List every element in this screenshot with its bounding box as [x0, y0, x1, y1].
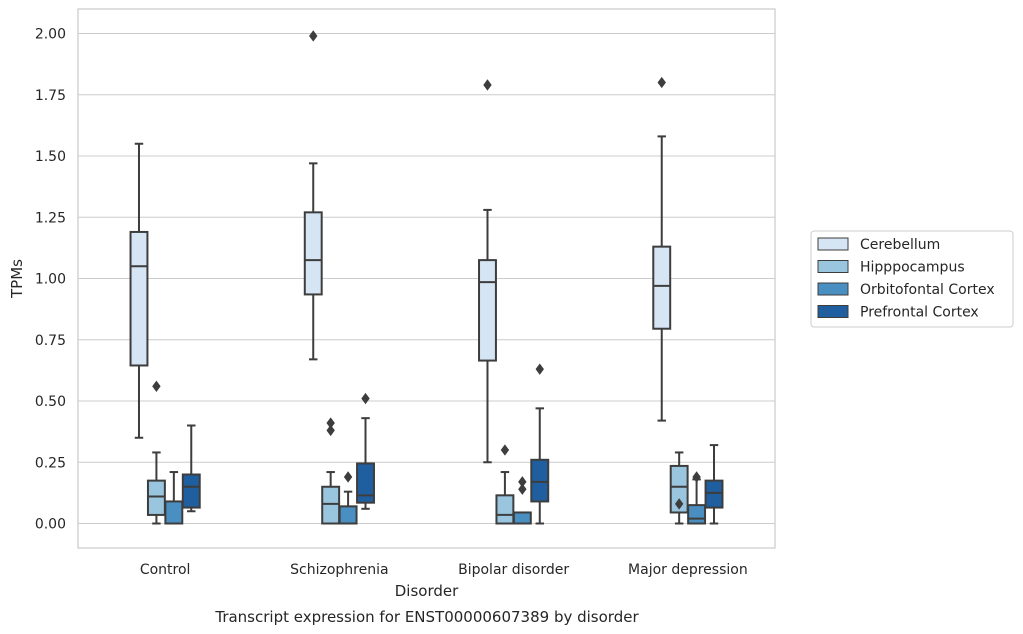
iqr-box: [321, 485, 341, 525]
box-orbitofontal-cortex: [338, 471, 358, 525]
box-orbitofontal-cortex: [687, 471, 707, 525]
y-tick-label: 2.00: [35, 27, 66, 43]
outlier-point: [657, 76, 666, 89]
box-cerebellum: [478, 79, 497, 464]
box-hipppocampus: [321, 417, 341, 525]
axes-frame: [77, 8, 776, 549]
gridlines: [78, 32, 775, 525]
iqr-box: [181, 473, 201, 509]
y-tick-label: 1.00: [35, 272, 66, 288]
legend: Cerebellum Hipppocampus Orbitofontal Corte…: [810, 230, 1014, 328]
box-hipppocampus: [669, 451, 689, 525]
iqr-box: [129, 230, 149, 367]
legend-label: Orbitofontal Cortex: [860, 282, 995, 298]
y-axis-title: TPMs: [8, 259, 26, 299]
box-orbitofontal-cortex: [512, 476, 532, 525]
iqr-box: [478, 259, 497, 362]
legend-swatch: [817, 237, 849, 251]
outlier-point: [326, 424, 335, 437]
box-cerebellum: [303, 30, 323, 361]
iqr-box: [164, 500, 184, 525]
y-tick-label: 0.00: [35, 517, 66, 533]
iqr-box: [669, 464, 689, 514]
y-tick-label: 0.75: [35, 333, 66, 349]
box-cerebellum: [652, 76, 672, 422]
iqr-box: [530, 458, 550, 503]
outlier-point: [535, 363, 544, 375]
x-axis-title: Disorder: [395, 582, 459, 600]
y-axis-ticks: 0.00 0.25 0.50 0.75 1.00 1.25 1.50 1.75 2.00: [35, 27, 66, 533]
x-tick-label: Schizophrenia: [290, 562, 388, 578]
legend-items: Cerebellum Hipppocampus Orbitofontal Corte…: [817, 237, 995, 321]
iqr-box: [512, 511, 532, 525]
outlier-point: [361, 392, 370, 405]
iqr-box: [356, 462, 375, 504]
legend-label: Hipppocampus: [860, 260, 965, 276]
x-tick-label: Bipolar disorder: [458, 562, 569, 578]
outlier-point: [309, 30, 318, 42]
box-prefrontal-cortex: [181, 424, 201, 513]
box-cerebellum: [129, 142, 149, 439]
iqr-box: [495, 494, 515, 525]
outlier-point: [692, 471, 701, 483]
chart-caption: Transcript expression for ENST0000060738…: [214, 608, 639, 626]
iqr-box: [303, 211, 323, 296]
y-tick-label: 1.50: [35, 149, 66, 165]
box-prefrontal-cortex: [530, 363, 550, 525]
y-tick-label: 0.50: [35, 394, 66, 410]
iqr-box: [146, 479, 166, 516]
box-prefrontal-cortex: [356, 392, 375, 510]
box-hipppocampus: [146, 380, 166, 525]
outlier-point: [326, 417, 335, 429]
outlier-point: [518, 483, 527, 495]
outlier-point: [674, 498, 684, 510]
y-tick-label: 1.25: [35, 210, 66, 226]
y-tick-label: 1.75: [35, 88, 66, 104]
legend-label: Prefrontal Cortex: [860, 305, 979, 321]
legend-swatch: [817, 305, 849, 318]
iqr-box: [704, 479, 724, 509]
x-axis-ticks: Control Schizophrenia Bipolar disorder Majo…: [140, 562, 748, 578]
outlier-point: [343, 471, 353, 483]
outlier-point: [500, 444, 510, 456]
box-hipppocampus: [495, 444, 515, 525]
box-orbitofontal-cortex: [164, 471, 184, 525]
x-tick-label: Control: [140, 562, 191, 578]
iqr-box: [652, 245, 672, 330]
legend-swatch: [817, 282, 849, 296]
legend-frame: [810, 230, 1014, 328]
plot-area: [129, 30, 724, 525]
box-prefrontal-cortex: [704, 444, 724, 525]
iqr-box: [338, 505, 358, 525]
x-tick-label: Major depression: [628, 562, 748, 578]
outlier-point: [483, 79, 492, 91]
outlier-point: [152, 380, 161, 392]
outlier-point: [518, 476, 527, 488]
legend-swatch: [817, 260, 849, 273]
legend-label: Cerebellum: [860, 237, 940, 253]
iqr-box: [687, 504, 707, 525]
y-tick-label: 0.25: [35, 455, 66, 471]
